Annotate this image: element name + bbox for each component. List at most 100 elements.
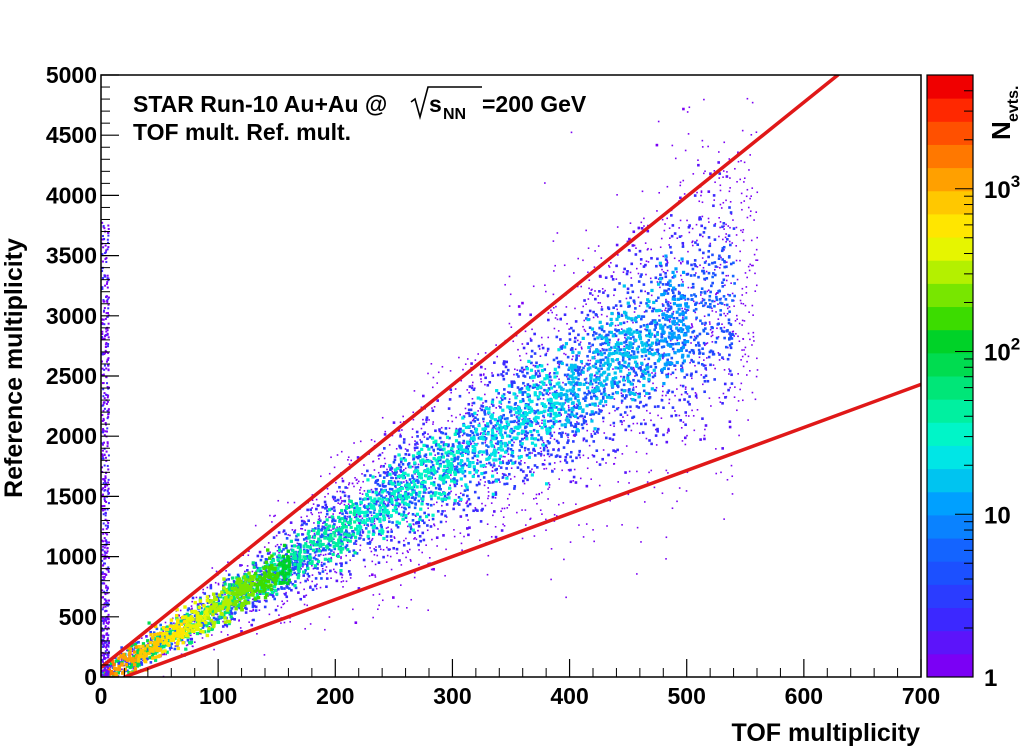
density-cell xyxy=(639,368,643,372)
density-cell xyxy=(399,469,402,472)
density-cell xyxy=(701,300,704,302)
density-cell xyxy=(484,471,488,474)
density-cell xyxy=(373,469,376,471)
density-cell xyxy=(729,211,733,214)
density-cell xyxy=(539,425,541,427)
density-cell xyxy=(282,548,285,551)
density-cell xyxy=(317,554,321,557)
density-cell xyxy=(644,263,647,267)
density-cell xyxy=(574,430,578,433)
density-cell xyxy=(371,537,374,540)
density-cell xyxy=(395,447,398,450)
density-cell xyxy=(297,542,301,546)
density-cell xyxy=(726,238,729,241)
density-cell xyxy=(484,441,487,444)
density-cell xyxy=(679,181,682,184)
density-cell xyxy=(661,218,664,221)
density-cell xyxy=(323,500,327,504)
density-cell xyxy=(686,260,689,263)
density-cell xyxy=(616,347,620,351)
density-cell xyxy=(558,402,562,406)
density-cell xyxy=(493,510,496,513)
density-cell xyxy=(446,462,450,466)
density-cell xyxy=(684,443,687,446)
density-cell xyxy=(482,402,484,404)
density-cell xyxy=(623,267,626,271)
density-cell xyxy=(450,490,452,493)
density-cell xyxy=(271,580,274,584)
density-cell xyxy=(289,621,292,623)
density-cell xyxy=(722,170,725,172)
density-cell xyxy=(325,577,329,580)
density-cell xyxy=(582,397,585,401)
density-cell xyxy=(614,457,617,459)
density-cell xyxy=(310,561,314,566)
density-cell xyxy=(353,442,355,444)
density-cell xyxy=(398,463,401,466)
density-cell xyxy=(423,511,426,515)
density-cell xyxy=(670,329,674,333)
density-cell xyxy=(547,401,551,405)
density-cell xyxy=(657,296,660,300)
density-cell xyxy=(401,470,404,473)
density-cell xyxy=(440,512,444,516)
density-cell xyxy=(339,538,342,541)
density-cell xyxy=(630,262,634,266)
density-cell xyxy=(158,643,162,647)
density-cell xyxy=(701,347,704,351)
density-cell xyxy=(471,439,475,443)
density-cell xyxy=(556,375,558,378)
density-cell xyxy=(623,419,625,422)
density-cell xyxy=(453,459,456,463)
density-cell xyxy=(742,365,745,368)
density-cell xyxy=(467,533,470,537)
density-cell xyxy=(283,621,286,624)
density-cell xyxy=(545,529,547,532)
density-cell xyxy=(310,511,312,514)
density-cell xyxy=(311,499,314,502)
density-cell xyxy=(517,305,521,308)
density-cell xyxy=(690,298,694,301)
density-cell xyxy=(510,431,514,435)
density-cell xyxy=(523,406,527,410)
density-cell xyxy=(694,294,698,298)
density-cell xyxy=(313,522,315,524)
density-cell xyxy=(702,266,705,269)
density-cell xyxy=(576,416,580,420)
density-cell xyxy=(709,349,713,353)
density-cell xyxy=(490,434,494,437)
density-cell xyxy=(386,490,390,494)
density-cell xyxy=(585,484,589,488)
density-cell xyxy=(710,284,713,288)
density-cell xyxy=(330,456,332,459)
density-cell xyxy=(293,530,296,534)
density-cell xyxy=(617,328,620,332)
density-cell xyxy=(407,492,410,495)
density-cell xyxy=(671,347,675,351)
density-cell xyxy=(294,567,297,570)
density-cell xyxy=(488,461,491,465)
density-cell xyxy=(701,146,704,148)
density-cell xyxy=(689,274,693,277)
density-cell xyxy=(624,379,627,382)
density-cell xyxy=(580,285,583,288)
density-cell xyxy=(666,310,669,313)
density-cell xyxy=(327,553,330,555)
density-cell xyxy=(465,502,467,504)
density-cell xyxy=(604,289,606,292)
density-cell xyxy=(524,330,527,333)
density-cell xyxy=(671,406,675,409)
density-cell xyxy=(276,543,279,546)
density-cell xyxy=(451,450,455,454)
density-cell xyxy=(468,414,472,418)
density-cell xyxy=(409,481,413,484)
density-cell xyxy=(455,482,458,485)
density-cell xyxy=(373,522,376,525)
density-cell xyxy=(521,393,525,396)
density-cell xyxy=(318,519,322,522)
density-cell xyxy=(438,485,442,488)
density-cell xyxy=(469,429,473,433)
density-cell xyxy=(505,474,507,476)
density-cell xyxy=(629,337,632,340)
density-cell xyxy=(691,324,693,327)
